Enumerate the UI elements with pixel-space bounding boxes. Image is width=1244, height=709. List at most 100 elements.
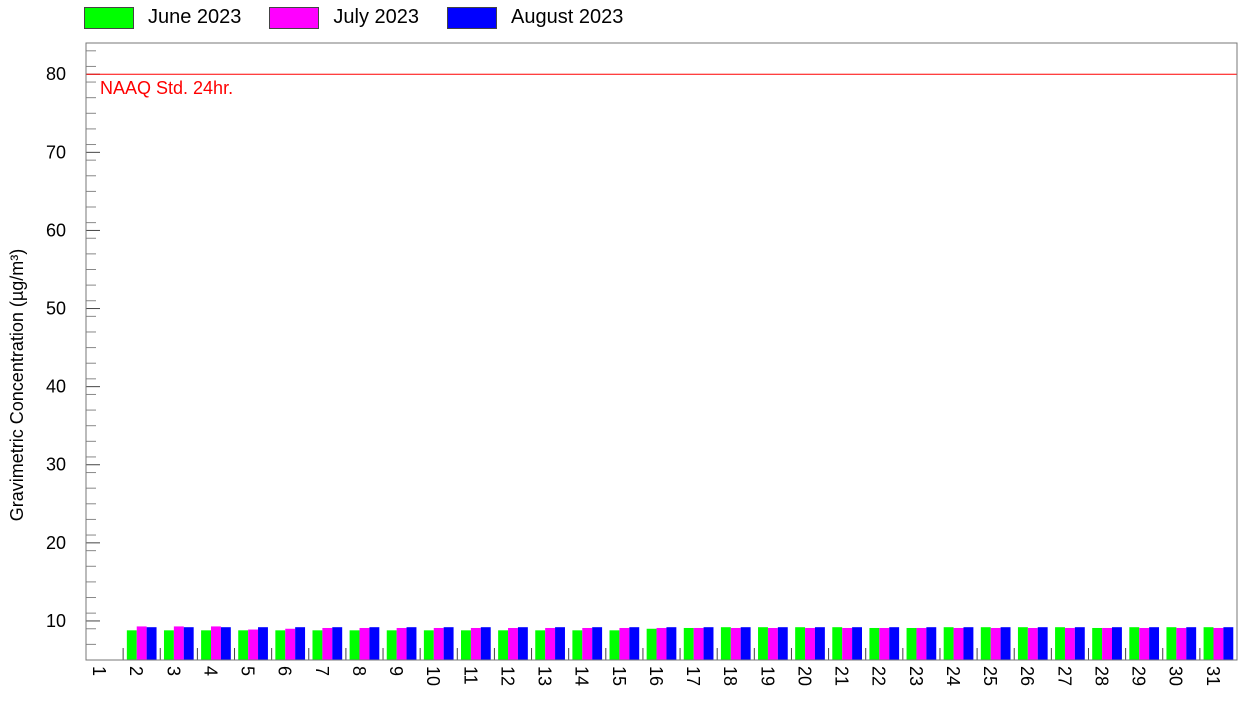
bar-june-2023 (1017, 627, 1028, 660)
y-tick-label: 40 (46, 377, 66, 397)
bar-july-2023 (656, 627, 667, 660)
bar-august-2023 (1074, 627, 1085, 660)
bar-july-2023 (767, 627, 778, 660)
bar-june-2023 (238, 630, 249, 660)
bar-july-2023 (508, 627, 518, 660)
x-tick-label: 18 (720, 666, 740, 686)
legend-item-august: August 2023 (447, 6, 623, 29)
bar-august-2023 (258, 627, 268, 660)
bar-june-2023 (1166, 627, 1177, 660)
legend-item-june: June 2023 (84, 6, 241, 29)
bar-june-2023 (758, 627, 768, 660)
bar-june-2023 (461, 630, 471, 660)
legend-label-august: August 2023 (511, 6, 624, 28)
y-tick-label: 50 (46, 299, 66, 319)
x-tick-label: 4 (200, 666, 220, 676)
bar-july-2023 (285, 628, 296, 660)
bar-july-2023 (322, 627, 333, 660)
bar-july-2023 (545, 627, 556, 660)
bar-august-2023 (220, 627, 231, 660)
legend-label-july: July 2023 (333, 6, 420, 28)
bar-august-2023 (629, 627, 640, 660)
bar-june-2023 (832, 627, 843, 660)
legend-swatch-august (447, 6, 498, 29)
x-tick-label: 31 (1203, 666, 1223, 686)
x-tick-label: 24 (943, 666, 963, 686)
x-tick-label: 17 (683, 666, 703, 686)
y-tick-label: 80 (46, 64, 66, 84)
bar-july-2023 (730, 627, 741, 660)
legend-item-july: July 2023 (269, 6, 419, 29)
x-tick-label: 7 (312, 666, 332, 676)
y-tick-label: 60 (46, 220, 66, 240)
x-tick-label: 2 (126, 666, 146, 676)
x-tick-label: 22 (869, 666, 889, 686)
bar-june-2023 (1203, 627, 1214, 660)
x-tick-label: 21 (832, 666, 852, 686)
bar-august-2023 (1037, 627, 1048, 660)
y-tick-label: 30 (46, 455, 66, 475)
x-tick-label: 28 (1091, 666, 1111, 686)
bar-june-2023 (312, 630, 323, 660)
x-tick-label: 14 (572, 666, 592, 686)
bar-july-2023 (582, 627, 593, 660)
bar-august-2023 (889, 627, 900, 660)
bar-august-2023 (814, 627, 825, 660)
bar-august-2023 (777, 627, 788, 660)
bar-june-2023 (720, 627, 731, 660)
bar-july-2023 (1027, 627, 1038, 660)
x-tick-label: 8 (349, 666, 369, 676)
bar-june-2023 (386, 630, 397, 660)
x-tick-label: 10 (423, 666, 443, 686)
legend-swatch-july (269, 6, 320, 29)
bar-august-2023 (592, 627, 603, 660)
bar-series (126, 626, 1234, 660)
bar-july-2023 (248, 629, 259, 660)
bar-july-2023 (916, 627, 927, 660)
bar-august-2023 (183, 627, 194, 660)
bar-june-2023 (646, 628, 657, 660)
bar-august-2023 (480, 627, 491, 660)
bar-july-2023 (990, 627, 1001, 660)
bar-june-2023 (1092, 627, 1103, 660)
y-axis-title: Gravimetric Concentration (µg/m³) (7, 249, 27, 521)
bar-june-2023 (609, 630, 620, 660)
bar-august-2023 (1186, 627, 1197, 660)
bar-august-2023 (666, 627, 677, 660)
bar-june-2023 (1129, 627, 1140, 660)
x-tick-label: 15 (609, 666, 629, 686)
bar-august-2023 (1149, 627, 1160, 660)
bar-june-2023 (683, 627, 694, 660)
bar-july-2023 (1213, 627, 1224, 660)
bar-june-2023 (275, 630, 286, 660)
x-tick-label: 29 (1129, 666, 1149, 686)
y-tick-label: 10 (46, 611, 66, 631)
bar-august-2023 (926, 627, 937, 660)
naaq-standard-label: NAAQ Std. 24hr. (100, 78, 233, 98)
x-tick-label: 3 (163, 666, 183, 676)
y-minor-ticks (86, 50, 96, 661)
y-tick-label: 70 (46, 142, 66, 162)
x-tick-label: 1 (89, 666, 109, 676)
x-tick-label: 6 (275, 666, 295, 676)
x-tick-label: 16 (646, 666, 666, 686)
x-tick-label: 12 (497, 666, 517, 686)
bar-july-2023 (805, 627, 815, 660)
bar-august-2023 (1111, 627, 1122, 660)
chart-legend: June 2023 July 2023 August 2023 (84, 6, 651, 29)
x-tick-label: 20 (794, 666, 814, 686)
bar-august-2023 (295, 627, 306, 660)
bar-august-2023 (703, 627, 714, 660)
bar-august-2023 (1223, 627, 1234, 660)
bar-july-2023 (470, 627, 481, 660)
bar-june-2023 (163, 630, 174, 660)
bar-july-2023 (1064, 627, 1075, 660)
bar-june-2023 (535, 630, 546, 660)
bar-july-2023 (953, 627, 964, 660)
bar-june-2023 (201, 630, 212, 660)
bar-july-2023 (1139, 627, 1150, 660)
bar-august-2023 (852, 627, 862, 660)
bar-july-2023 (693, 627, 704, 660)
bar-august-2023 (555, 627, 565, 660)
